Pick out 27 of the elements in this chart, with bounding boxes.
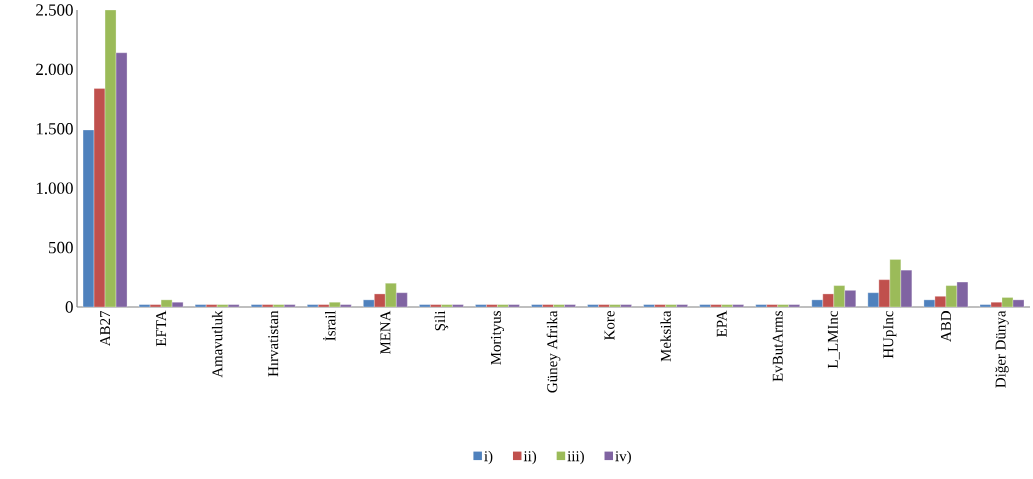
x-tick-label: MENA: [380, 310, 391, 355]
x-tick-label: AB27: [100, 310, 111, 347]
x-tick-label: L_LMInc: [827, 310, 840, 369]
x-tick-label: Meksika: [660, 310, 671, 362]
x-tick-label: İsrail: [323, 310, 336, 341]
x-tick-label: HUpInc: [883, 310, 897, 359]
y-tick-label: 2.500: [36, 4, 73, 16]
y-tick-label: 2.000: [36, 63, 73, 76]
x-tick-label: EvButArms: [772, 311, 783, 382]
y-tick-label: 1.000: [36, 182, 73, 194]
x-tick-label: Şili: [434, 310, 449, 331]
legend-label: iii): [567, 450, 584, 465]
y-tick-label: 1.500: [36, 123, 73, 135]
y-tick-label: 0: [65, 301, 73, 313]
legend-label: ii): [523, 450, 537, 465]
y-tick-label: 500: [49, 241, 73, 254]
legend-label: iv): [615, 450, 631, 465]
x-tick-label: EFTA: [156, 310, 167, 347]
legend-label: i): [484, 450, 493, 465]
x-tick-label: Kore: [604, 311, 615, 340]
x-tick-label: Diğer Dünya: [995, 310, 1009, 388]
x-tick-label: Morityus: [490, 311, 504, 365]
x-tick-label: Güney Afrika: [546, 310, 561, 393]
x-tick-label: ABD: [940, 311, 951, 342]
x-tick-label: Amavutluk: [211, 310, 223, 378]
x-tick-label: Hırvatistan: [268, 310, 279, 377]
x-tick-label: EPA: [716, 310, 727, 337]
